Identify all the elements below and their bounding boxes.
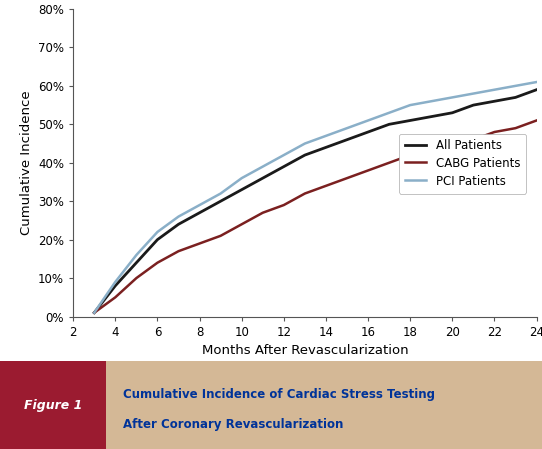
PCI Patients — [365, 118, 371, 123]
All Patients — [449, 110, 456, 115]
All Patients — [512, 95, 519, 100]
PCI Patients — [217, 191, 224, 196]
All Patients — [217, 198, 224, 204]
PCI Patients — [491, 87, 498, 92]
PCI Patients — [133, 252, 140, 258]
All Patients — [112, 283, 119, 289]
All Patients — [428, 114, 435, 119]
PCI Patients — [512, 83, 519, 88]
PCI Patients — [407, 102, 414, 108]
All Patients — [491, 99, 498, 104]
CABG Patients — [512, 125, 519, 131]
All Patients — [196, 210, 203, 216]
CABG Patients — [470, 137, 476, 142]
CABG Patients — [407, 152, 414, 158]
CABG Patients — [260, 210, 266, 216]
Text: Figure 1: Figure 1 — [24, 399, 82, 412]
Text: Cumulative Incidence of Cardiac Stress Testing: Cumulative Incidence of Cardiac Stress T… — [123, 388, 435, 401]
PCI Patients — [196, 202, 203, 208]
CABG Patients — [365, 168, 371, 173]
PCI Patients — [344, 125, 350, 131]
CABG Patients — [154, 260, 160, 265]
Line: CABG Patients: CABG Patients — [94, 120, 537, 313]
CABG Patients — [344, 176, 350, 181]
All Patients — [344, 137, 350, 142]
CABG Patients — [533, 118, 540, 123]
Text: After Coronary Revascularization: After Coronary Revascularization — [123, 418, 344, 431]
Y-axis label: Cumulative Incidence: Cumulative Incidence — [20, 90, 33, 235]
PCI Patients — [175, 214, 182, 219]
PCI Patients — [281, 152, 287, 158]
Line: PCI Patients: PCI Patients — [94, 82, 537, 313]
X-axis label: Months After Revascularization: Months After Revascularization — [202, 344, 408, 357]
PCI Patients — [386, 110, 392, 115]
PCI Patients — [91, 310, 98, 315]
PCI Patients — [533, 79, 540, 85]
CABG Patients — [175, 248, 182, 254]
All Patients — [533, 87, 540, 92]
All Patients — [175, 222, 182, 227]
All Patients — [365, 129, 371, 135]
PCI Patients — [470, 91, 476, 96]
All Patients — [386, 122, 392, 127]
PCI Patients — [112, 279, 119, 285]
CABG Patients — [322, 183, 329, 189]
CABG Patients — [91, 310, 98, 315]
CABG Patients — [196, 241, 203, 246]
All Patients — [260, 176, 266, 181]
CABG Patients — [281, 202, 287, 208]
All Patients — [91, 310, 98, 315]
PCI Patients — [302, 141, 308, 146]
PCI Patients — [154, 229, 160, 235]
All Patients — [302, 152, 308, 158]
CABG Patients — [386, 160, 392, 166]
CABG Patients — [491, 129, 498, 135]
CABG Patients — [112, 295, 119, 300]
All Patients — [322, 145, 329, 150]
CABG Patients — [217, 233, 224, 238]
PCI Patients — [238, 176, 245, 181]
All Patients — [154, 237, 160, 242]
CABG Patients — [428, 149, 435, 154]
CABG Patients — [238, 222, 245, 227]
PCI Patients — [428, 99, 435, 104]
PCI Patients — [260, 164, 266, 169]
PCI Patients — [322, 133, 329, 139]
All Patients — [470, 102, 476, 108]
All Patients — [133, 260, 140, 265]
CABG Patients — [449, 145, 456, 150]
PCI Patients — [449, 95, 456, 100]
CABG Patients — [302, 191, 308, 196]
All Patients — [281, 164, 287, 169]
CABG Patients — [133, 275, 140, 281]
Legend: All Patients, CABG Patients, PCI Patients: All Patients, CABG Patients, PCI Patient… — [399, 133, 526, 194]
All Patients — [407, 118, 414, 123]
Line: All Patients: All Patients — [94, 90, 537, 313]
All Patients — [238, 187, 245, 192]
